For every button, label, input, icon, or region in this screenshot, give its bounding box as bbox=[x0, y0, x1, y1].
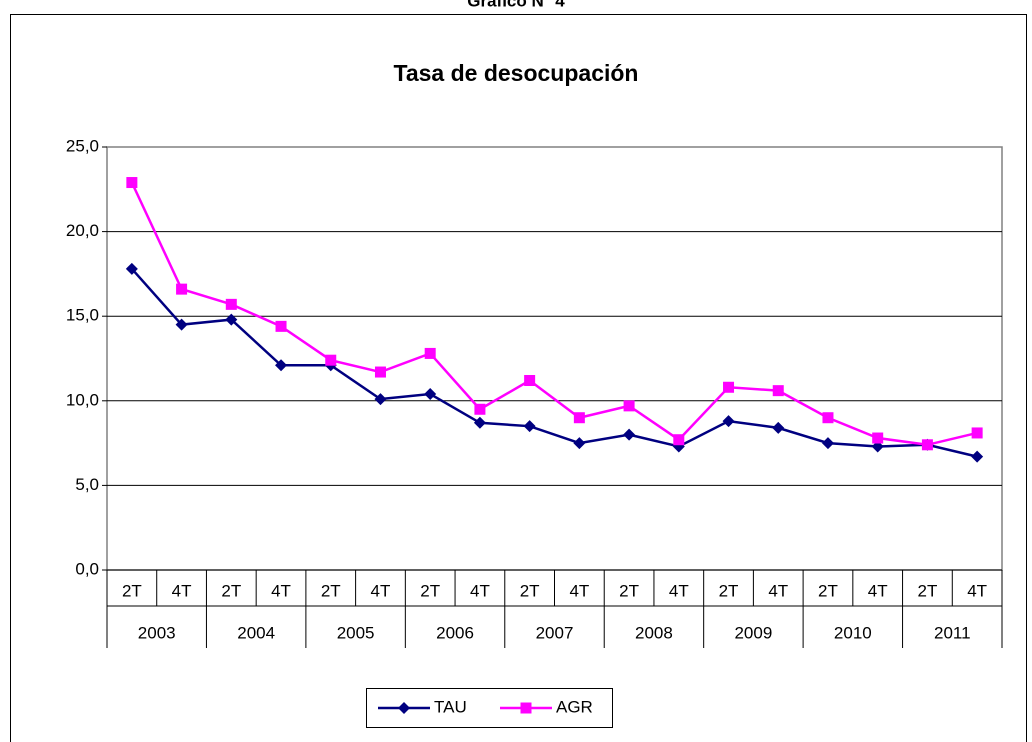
point bbox=[424, 388, 437, 401]
point bbox=[772, 421, 785, 434]
series-line bbox=[130, 267, 978, 458]
x-tick-label: 2T bbox=[818, 581, 838, 600]
y-tick-label: 25,0 bbox=[66, 136, 99, 155]
x-group-label: 2011 bbox=[934, 623, 971, 642]
x-tick-label: 4T bbox=[569, 581, 589, 600]
point bbox=[225, 298, 237, 310]
point bbox=[822, 412, 834, 424]
x-group-label: 2005 bbox=[337, 623, 375, 642]
point bbox=[772, 385, 784, 397]
point bbox=[573, 437, 586, 450]
y-tick-label: 10,0 bbox=[66, 390, 99, 409]
point bbox=[126, 177, 138, 189]
point bbox=[623, 428, 636, 441]
series-line bbox=[130, 182, 978, 447]
point bbox=[225, 313, 238, 326]
x-tick-label: 2T bbox=[420, 581, 440, 600]
x-tick-label: 4T bbox=[271, 581, 291, 600]
x-group-label: 2009 bbox=[734, 623, 772, 642]
x-tick-label: 2T bbox=[520, 581, 540, 600]
point bbox=[971, 427, 983, 439]
x-tick-label: 4T bbox=[768, 581, 788, 600]
point bbox=[175, 318, 188, 331]
point bbox=[424, 347, 436, 359]
x-tick-label: 2T bbox=[122, 581, 142, 600]
point bbox=[325, 354, 337, 366]
point bbox=[523, 420, 536, 433]
y-tick-label: 20,0 bbox=[66, 221, 99, 240]
point bbox=[623, 400, 635, 412]
chart-heading: Gráfico N° 4 bbox=[467, 0, 565, 10]
x-tick-label: 2T bbox=[619, 581, 639, 600]
chart-title: Tasa de desocupación bbox=[394, 60, 639, 86]
legend-label: TAU bbox=[434, 697, 467, 716]
x-tick-label: 2T bbox=[719, 581, 739, 600]
x-tick-label: 4T bbox=[967, 581, 987, 600]
point bbox=[374, 366, 386, 378]
point bbox=[971, 450, 984, 463]
point bbox=[176, 283, 188, 295]
point bbox=[872, 432, 884, 444]
point bbox=[524, 374, 536, 386]
legend-label: AGR bbox=[556, 697, 593, 716]
x-group-label: 2003 bbox=[138, 623, 176, 642]
x-tick-label: 4T bbox=[371, 581, 391, 600]
y-tick-label: 15,0 bbox=[66, 306, 99, 325]
x-group-label: 2007 bbox=[536, 623, 574, 642]
x-group-label: 2010 bbox=[834, 623, 872, 642]
point bbox=[921, 439, 933, 451]
x-group-label: 2008 bbox=[635, 623, 673, 642]
legend-marker bbox=[520, 702, 532, 714]
point bbox=[474, 403, 486, 415]
point bbox=[275, 359, 288, 372]
point bbox=[723, 381, 735, 393]
legend-marker bbox=[398, 702, 410, 714]
x-tick-label: 2T bbox=[221, 581, 241, 600]
point bbox=[573, 412, 585, 424]
y-tick-label: 5,0 bbox=[75, 475, 99, 494]
point bbox=[473, 416, 486, 429]
x-group-label: 2004 bbox=[237, 623, 275, 642]
x-tick-label: 4T bbox=[669, 581, 689, 600]
point bbox=[125, 262, 138, 275]
x-group-label: 2006 bbox=[436, 623, 474, 642]
x-tick-label: 4T bbox=[868, 581, 888, 600]
point bbox=[275, 320, 287, 332]
x-tick-label: 4T bbox=[172, 581, 192, 600]
point bbox=[374, 393, 387, 406]
chart-frame bbox=[10, 14, 1027, 742]
x-tick-label: 2T bbox=[321, 581, 341, 600]
point bbox=[722, 415, 735, 428]
point bbox=[821, 437, 834, 450]
point bbox=[673, 434, 685, 446]
x-tick-label: 4T bbox=[470, 581, 490, 600]
y-tick-label: 0,0 bbox=[75, 559, 99, 578]
x-tick-label: 2T bbox=[917, 581, 937, 600]
